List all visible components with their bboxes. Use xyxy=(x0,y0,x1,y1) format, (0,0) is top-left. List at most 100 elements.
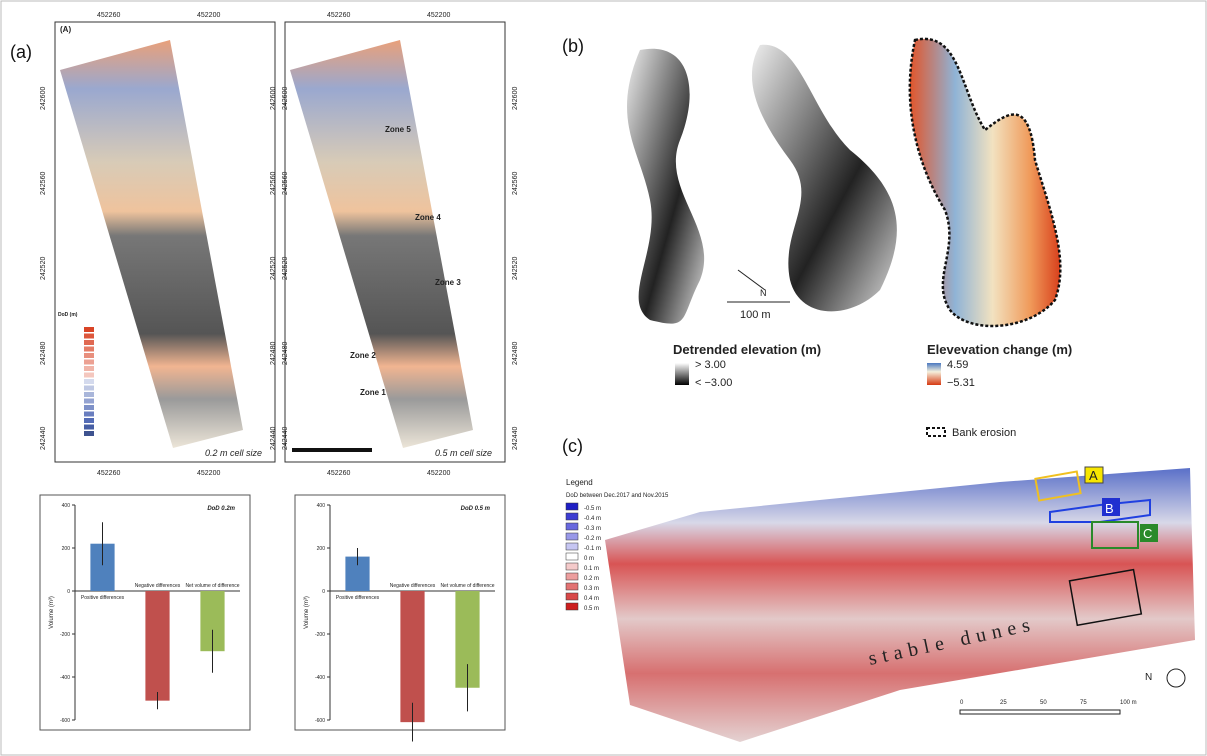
y-tick-label: -200 xyxy=(315,632,325,638)
y-coord: 242480 xyxy=(512,342,519,365)
scale: 100 m xyxy=(740,309,771,321)
legend-swatch xyxy=(84,398,94,404)
y-tick-label: -200 xyxy=(60,632,70,638)
legend-label: -0.4 m xyxy=(584,516,601,522)
scale-label: 100 m xyxy=(1120,700,1137,706)
zone-label: Zone 4 xyxy=(415,213,441,222)
box-letter: C xyxy=(1143,526,1152,541)
detrended-map xyxy=(751,44,897,312)
legend-swatch xyxy=(565,562,579,571)
panel-label: (c) xyxy=(562,436,583,456)
colorbar-label: < −3.00 xyxy=(695,377,732,389)
y-tick-label: 200 xyxy=(62,546,71,552)
y-tick-label: -400 xyxy=(315,675,325,681)
legend-label: 0.1 m xyxy=(584,566,599,572)
north: N xyxy=(1145,672,1152,683)
legend-swatch xyxy=(565,552,579,561)
legend-label: 0.5 m xyxy=(584,606,599,612)
colorbar xyxy=(675,363,689,385)
legend-swatch xyxy=(84,424,94,430)
legend-swatch xyxy=(84,405,94,410)
x-coord: 452260 xyxy=(97,12,120,19)
chart-frame xyxy=(39,494,251,731)
bar xyxy=(400,591,425,723)
scale-bar xyxy=(959,709,1121,715)
y-coord: 242600 xyxy=(40,87,47,110)
bank-erosion-key xyxy=(926,427,946,437)
dod-map xyxy=(60,40,243,448)
legend-swatch xyxy=(84,340,94,345)
legend-subtitle: DoD between Dec.2017 and Nov.2015 xyxy=(566,493,669,499)
y-coord: 242480 xyxy=(270,342,277,365)
legend-swatch xyxy=(84,431,94,436)
x-coord: 452200 xyxy=(197,12,220,19)
legend-swatch xyxy=(565,522,579,531)
legend-swatch xyxy=(565,592,579,601)
panel-label: (b) xyxy=(562,36,584,56)
zone-label: Zone 5 xyxy=(385,125,411,134)
legend-swatch xyxy=(84,392,94,397)
y-coord: 242600 xyxy=(512,87,519,110)
dod-map xyxy=(290,40,473,448)
y-tick-label: 0 xyxy=(67,589,70,595)
legend-swatch xyxy=(84,379,94,384)
legend-label: Bank erosion xyxy=(952,427,1016,439)
legend-label: 0.3 m xyxy=(584,586,599,592)
cell-size: 0.5 m cell size xyxy=(435,448,492,458)
scale-label: 50 xyxy=(1040,700,1047,706)
box-a xyxy=(1034,470,1082,502)
map-frame xyxy=(54,21,276,463)
legend-label: -0.1 m xyxy=(584,546,601,552)
legend-label: 0 m xyxy=(584,556,594,562)
category-label: Net volume of difference xyxy=(440,583,494,589)
box-letter: B xyxy=(1105,501,1114,516)
box-letter: A xyxy=(1089,468,1098,483)
category-label: Positive differences xyxy=(81,595,125,601)
y-tick-label: -600 xyxy=(60,718,70,724)
x-coord: 452260 xyxy=(327,12,350,19)
legend-swatch xyxy=(84,372,94,378)
y-coord: 242520 xyxy=(512,257,519,280)
legend-swatch xyxy=(565,542,579,551)
y-coord: 242600 xyxy=(270,87,277,110)
y-coord: 242480 xyxy=(40,342,47,365)
scale-label: 0 xyxy=(960,700,964,706)
y-tick-label: 0 xyxy=(322,589,325,595)
legend-title: DoD (m) xyxy=(58,312,78,318)
y-tick-label: 400 xyxy=(62,503,71,509)
category-label: Positive differences xyxy=(336,595,380,601)
cell-size: 0.2 m cell size xyxy=(205,448,262,458)
legend-swatch xyxy=(565,502,579,511)
chart-title: DoD 0.2m xyxy=(207,506,235,512)
y-coord: 242520 xyxy=(40,257,47,280)
colorbar-label: 4.59 xyxy=(947,359,968,371)
north-arrow xyxy=(737,269,766,291)
box-c xyxy=(1091,521,1139,549)
legend-swatch xyxy=(84,327,94,332)
legend-swatch xyxy=(84,353,94,358)
x-coord: 452200 xyxy=(197,470,220,477)
dod-map xyxy=(605,468,1195,742)
zone-label: Zone 2 xyxy=(350,351,376,360)
y-tick-label: 400 xyxy=(317,503,326,509)
change-map xyxy=(908,37,1062,328)
y-coord: 242440 xyxy=(270,427,277,450)
legend-swatch xyxy=(565,532,579,541)
legend-swatch xyxy=(565,582,579,591)
colorbar-label: > 3.00 xyxy=(695,359,726,371)
y-tick-label: -400 xyxy=(60,675,70,681)
legend-swatch xyxy=(84,359,94,365)
y-coord: 242440 xyxy=(512,427,519,450)
x-coord: 452260 xyxy=(327,470,350,477)
y-coord: 242440 xyxy=(40,427,47,450)
y-coord: 242520 xyxy=(270,257,277,280)
legend-swatch xyxy=(84,385,94,391)
category-label: Net volume of difference xyxy=(185,583,239,589)
chart-title: DoD 0.5 m xyxy=(461,506,491,512)
x-coord: 452200 xyxy=(427,12,450,19)
colorbar xyxy=(927,363,941,385)
zone-label: Zone 3 xyxy=(435,278,461,287)
box-label xyxy=(1102,498,1120,516)
category-label: Negative differences xyxy=(390,583,436,589)
